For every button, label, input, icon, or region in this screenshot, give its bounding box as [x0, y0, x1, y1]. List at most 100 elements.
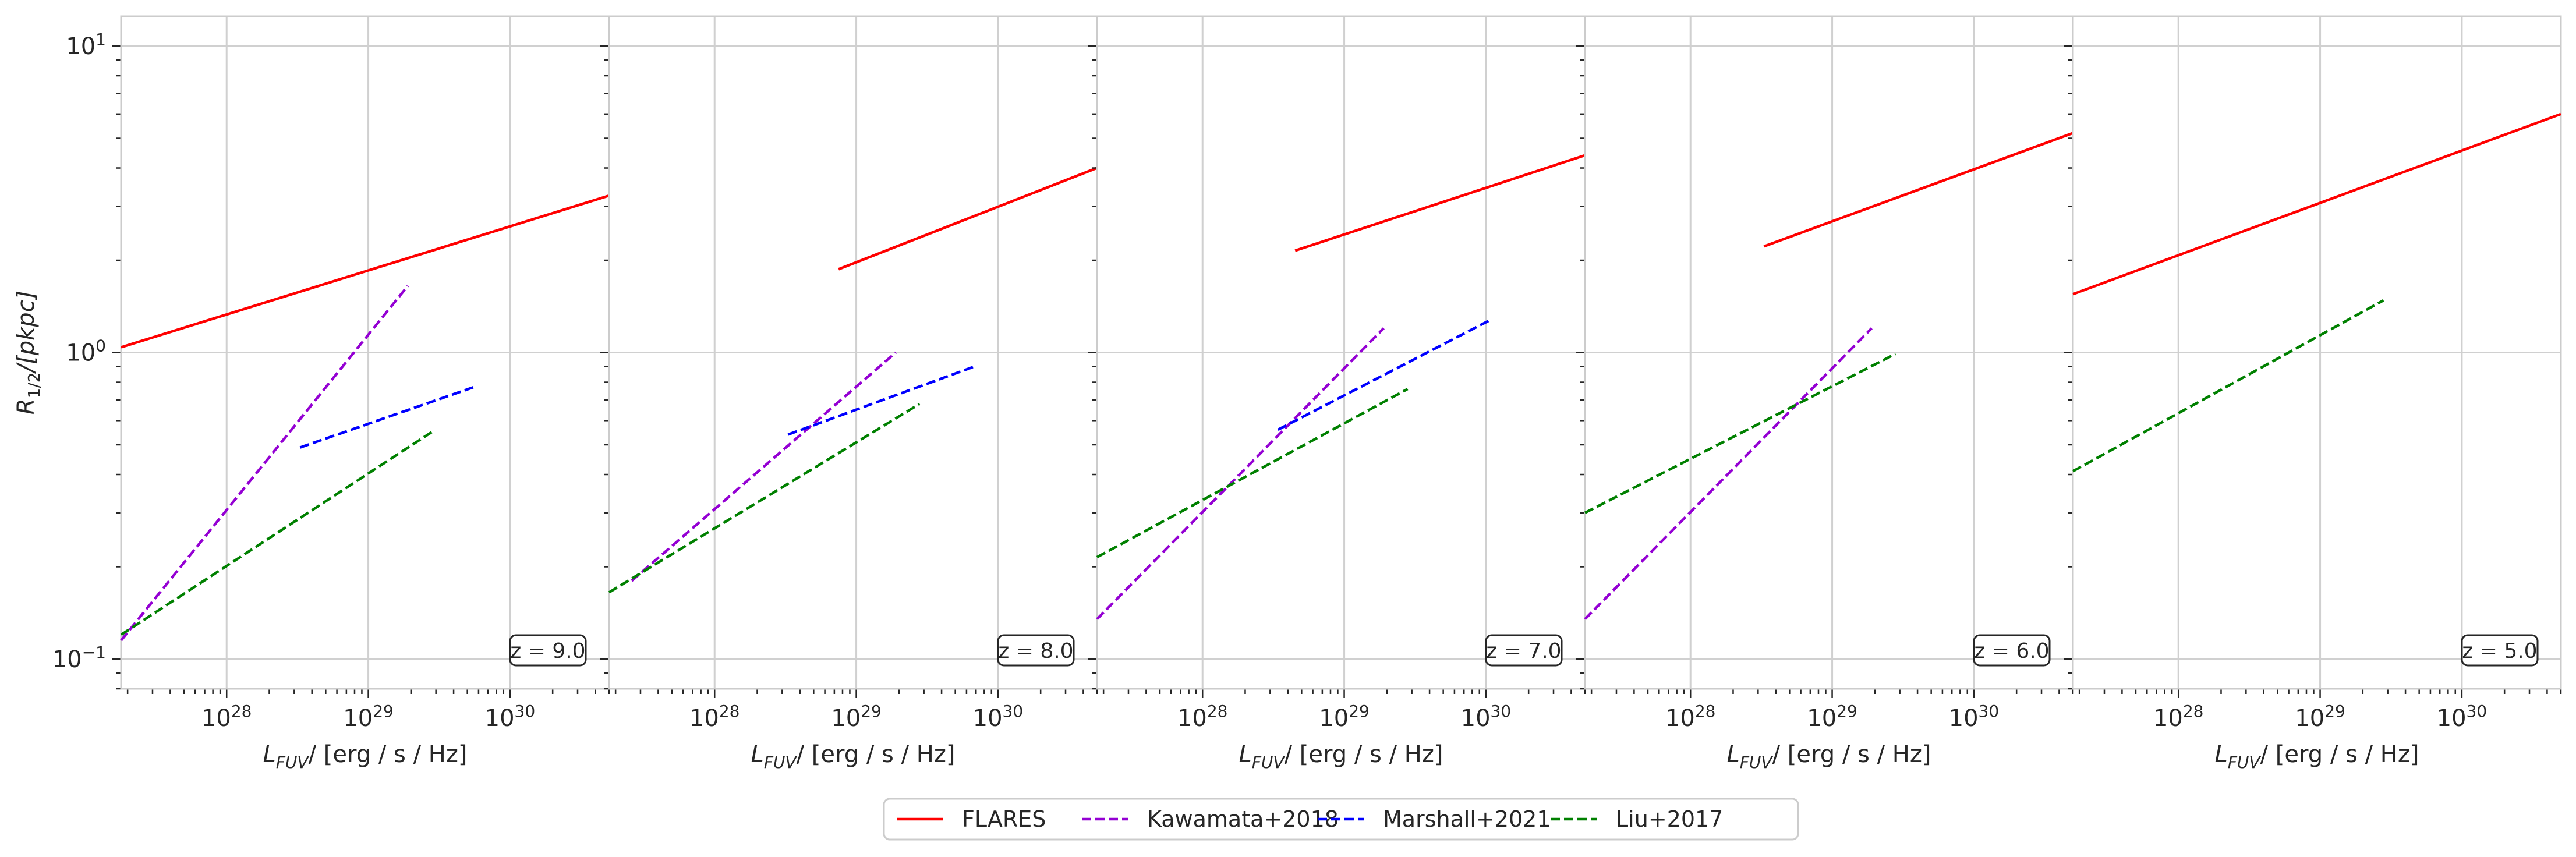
series-line-flares [1294, 154, 1586, 252]
series-line-marshall-2021 [299, 386, 474, 449]
x-tick-label: 1028 [689, 702, 740, 732]
y-tick-base: 10 [52, 646, 82, 673]
x-tick-exponent: 30 [2467, 702, 2487, 721]
x-tick-label: 1029 [2295, 702, 2345, 732]
x-tick-base: 10 [973, 705, 1003, 732]
x-tick-label: 1030 [973, 702, 1024, 732]
series-line-liu-2017 [1096, 388, 1409, 558]
series-line-kawamata-2018 [631, 351, 897, 582]
legend-label: Marshall+2021 [1383, 806, 1551, 832]
legend-entry-liu-2017: Liu+2017 [1551, 806, 1723, 832]
x-tick-base: 10 [1665, 705, 1695, 732]
legend-entry-marshall-2021: Marshall+2021 [1318, 806, 1551, 832]
y-tick-base: 10 [66, 33, 95, 60]
x-tick-label: 1030 [1949, 702, 2000, 732]
x-tick-label: 1028 [1177, 702, 1228, 732]
x-tick-label: 1029 [1807, 702, 1857, 732]
redshift-label: z = 8.0 [998, 639, 1073, 663]
x-axis-label-subscript: FUV [1252, 753, 1286, 772]
x-axis-label: LFUV/ [erg / s / Hz] [751, 741, 956, 772]
x-axis-label: LFUV/ [erg / s / Hz] [1239, 741, 1443, 772]
series-line-flares [2072, 112, 2561, 296]
x-axis-label-units: / [erg / s / Hz] [1285, 741, 1443, 768]
x-tick-exponent: 30 [515, 702, 536, 721]
x-axis-label-main: L [263, 741, 276, 768]
y-tick-base: 10 [66, 340, 95, 367]
y-tick-exponent: 0 [95, 337, 106, 356]
y-axis-label-main: R [13, 398, 40, 415]
y-tick-label: 101 [66, 30, 106, 60]
y-tick-label: 100 [66, 337, 106, 367]
x-tick-label: 1029 [1319, 702, 1370, 732]
x-axis-label-units: / [erg / s / Hz] [2260, 741, 2419, 768]
x-tick-exponent: 28 [231, 702, 252, 721]
legend-frame [883, 798, 1799, 841]
series-line-flares [121, 194, 610, 349]
x-tick-exponent: 29 [373, 702, 394, 721]
x-tick-label: 1030 [2437, 702, 2487, 732]
redshift-label: z = 6.0 [1974, 639, 2049, 663]
x-tick-exponent: 28 [2183, 702, 2204, 721]
y-tick-label: 10−1 [52, 643, 106, 673]
y-axis-label-units: /[pkpc] [13, 291, 40, 374]
redshift-label: z = 9.0 [510, 639, 585, 663]
x-tick-exponent: 29 [2324, 702, 2345, 721]
x-tick-label: 1028 [201, 702, 252, 732]
x-tick-exponent: 29 [861, 702, 882, 721]
x-tick-exponent: 28 [1695, 702, 1716, 721]
x-tick-label: 1029 [343, 702, 394, 732]
series-line-kawamata-2018 [1584, 327, 1873, 620]
panel-frame [2072, 15, 2562, 690]
x-axis-label-units: / [erg / s / Hz] [1772, 741, 1931, 768]
series-line-kawamata-2018 [120, 285, 409, 642]
redshift-label-box [1973, 634, 2051, 667]
legend-label: Kawamata+2018 [1147, 806, 1339, 832]
series-line-liu-2017 [1584, 352, 1896, 514]
x-tick-exponent: 30 [1491, 702, 1512, 721]
x-tick-base: 10 [1319, 705, 1349, 732]
x-axis-label-main: L [1239, 741, 1252, 768]
x-tick-label: 1029 [831, 702, 882, 732]
series-line-liu-2017 [2072, 299, 2384, 473]
x-tick-base: 10 [2295, 705, 2324, 732]
x-tick-label: 1030 [485, 702, 536, 732]
x-tick-exponent: 28 [719, 702, 740, 721]
x-tick-exponent: 28 [1207, 702, 1228, 721]
x-axis-label-main: L [751, 741, 764, 768]
x-axis-label-units: / [erg / s / Hz] [797, 741, 956, 768]
redshift-label: z = 7.0 [1486, 639, 1561, 663]
x-tick-exponent: 30 [1003, 702, 1024, 721]
legend: FLARES Kawamata+2018 Marshall+2021 Liu+2017 [883, 798, 1799, 841]
x-tick-label: 1028 [2153, 702, 2204, 732]
redshift-label-box [997, 634, 1075, 667]
x-tick-base: 10 [2153, 705, 2183, 732]
x-tick-base: 10 [343, 705, 373, 732]
x-axis-label: LFUV/ [erg / s / Hz] [263, 741, 468, 772]
x-tick-base: 10 [1177, 705, 1207, 732]
x-axis-label-subscript: FUV [1740, 753, 1774, 772]
x-axis-label: LFUV/ [erg / s / Hz] [2215, 741, 2419, 772]
series-line-flares [1763, 132, 2073, 248]
series-line-marshall-2021 [787, 365, 975, 436]
redshift-label-box [2461, 634, 2539, 667]
x-tick-base: 10 [831, 705, 861, 732]
series-line-kawamata-2018 [1096, 327, 1385, 620]
x-tick-exponent: 29 [1837, 702, 1857, 721]
y-tick-exponent: 1 [95, 30, 106, 49]
x-axis-label-subscript: FUV [764, 753, 798, 772]
redshift-label-box [1485, 634, 1563, 667]
legend-entry-flares: FLARES [897, 806, 1046, 832]
x-axis-label-subscript: FUV [2228, 753, 2262, 772]
x-tick-base: 10 [2437, 705, 2467, 732]
legend-label: FLARES [962, 806, 1046, 832]
x-tick-base: 10 [485, 705, 515, 732]
x-axis-label-subscript: FUV [276, 753, 310, 772]
y-axis-label-subscript: 1/2 [24, 372, 44, 398]
x-tick-label: 1028 [1665, 702, 1716, 732]
